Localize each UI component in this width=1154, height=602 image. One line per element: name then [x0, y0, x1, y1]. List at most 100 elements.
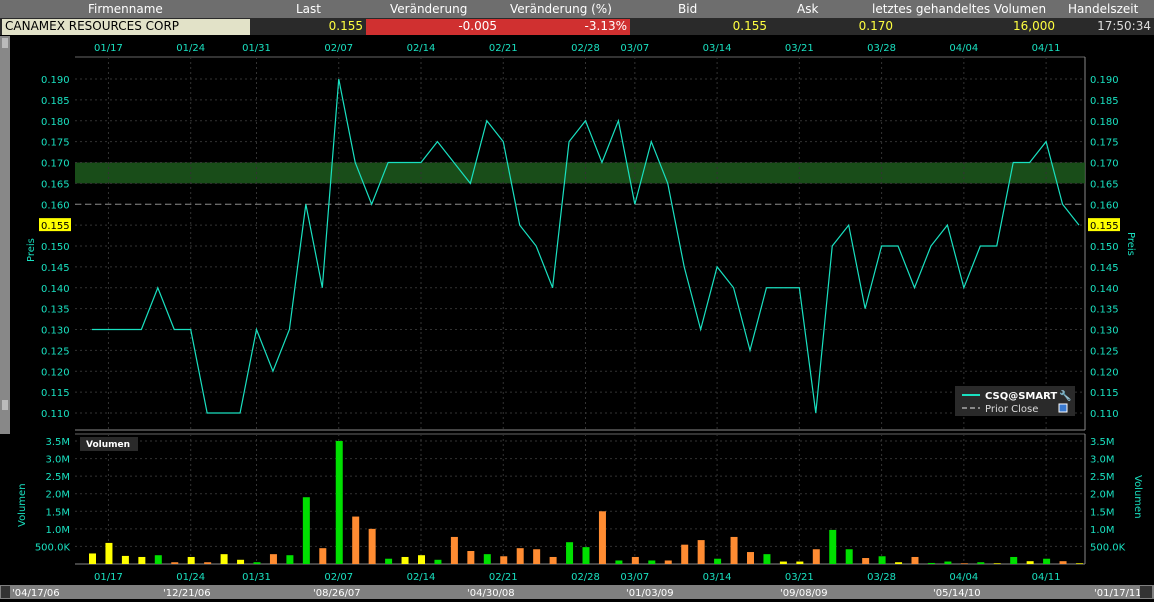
price-axis-label-left: Preis — [26, 238, 37, 262]
volume-bar — [582, 547, 590, 564]
volume-bar — [911, 556, 919, 564]
company-name[interactable]: CANAMEX RESOURCES CORP — [2, 19, 250, 35]
navigator-date-label: '12/21/06 — [163, 588, 211, 599]
price-tick-right: 0.130 — [1090, 326, 1119, 337]
volume-bar — [516, 548, 524, 564]
volume-bar — [220, 554, 228, 564]
navigator-left-handle[interactable] — [1, 586, 10, 598]
volume-bar — [681, 544, 689, 564]
col-bid[interactable]: Bid — [678, 2, 698, 16]
price-tick-right: 0.160 — [1090, 200, 1119, 211]
volume-bar — [450, 536, 458, 564]
col-last[interactable]: Last — [296, 2, 321, 16]
price-tick-left: 0.185 — [41, 96, 70, 107]
volume-bar — [566, 542, 574, 564]
volume-tick-left: 3.0M — [45, 455, 70, 466]
volume-tick-right: 1.0M — [1090, 525, 1115, 536]
volume-axis-label-right: Volumen — [1132, 475, 1143, 519]
time-navigator-scrollbar[interactable] — [0, 585, 1154, 599]
price-tick-right: 0.145 — [1090, 263, 1119, 274]
price-tick-left: 0.135 — [41, 305, 70, 316]
price-line — [92, 78, 1080, 414]
wrench-icon[interactable]: 🔧 — [1059, 389, 1071, 402]
volume-tick-right: 500.0K — [1090, 542, 1126, 553]
volume-bar — [829, 529, 837, 564]
col-ask[interactable]: Ask — [797, 2, 819, 16]
col-firmenname[interactable]: Firmenname — [88, 2, 163, 16]
date-tick-top: 02/14 — [407, 43, 436, 54]
volume-bar — [500, 556, 508, 564]
ask-price: 0.170 — [858, 19, 893, 33]
volume-tick-left: 2.0M — [45, 490, 70, 501]
volume-tick-right: 3.0M — [1090, 455, 1115, 466]
date-tick-top: 01/31 — [242, 43, 271, 54]
scroll-down-icon[interactable] — [2, 400, 8, 410]
date-tick-top: 04/04 — [949, 43, 978, 54]
volume-bar — [927, 562, 935, 564]
highlight-band — [75, 162, 1085, 184]
price-tick-left: 0.165 — [41, 179, 70, 190]
volume-bar — [105, 542, 113, 564]
quote-header: Firmenname Last Veränderung Veränderung … — [0, 0, 1154, 18]
navigator-date-label: '04/30/08 — [467, 588, 515, 599]
navigator-date-label: '04/17/06 — [12, 588, 60, 599]
change-pct: -3.13% — [500, 19, 630, 35]
volume-bar — [812, 549, 820, 564]
price-tick-left: 0.160 — [41, 200, 70, 211]
navigator-date-label: '08/26/07 — [313, 588, 361, 599]
date-tick-top: 03/07 — [620, 43, 649, 54]
date-tick-top: 04/11 — [1032, 43, 1061, 54]
date-tick-bottom: 03/07 — [620, 572, 649, 583]
volume-bar — [895, 562, 903, 564]
volume-bar — [385, 558, 393, 564]
navigator-date-label: '01/17/11 — [1094, 588, 1142, 599]
date-tick-top: 03/28 — [867, 43, 896, 54]
price-tick-left: 0.120 — [41, 367, 70, 378]
volume-bar — [171, 562, 179, 564]
navigator-date-label: '01/03/09 — [626, 588, 674, 599]
legend-prior-close: Prior Close — [985, 404, 1038, 415]
col-time[interactable]: Handelszeit — [1068, 2, 1139, 16]
price-tick-left: 0.170 — [41, 159, 70, 170]
col-volume[interactable]: letztes gehandeltes Volumen — [872, 2, 1047, 16]
volume-bar — [269, 554, 277, 564]
col-change[interactable]: Veränderung — [390, 2, 468, 16]
volume-bar — [434, 559, 442, 564]
volume-bar — [121, 555, 129, 564]
date-tick-bottom: 03/14 — [703, 572, 732, 583]
price-tick-right: 0.150 — [1090, 242, 1119, 253]
navigator-right-handle[interactable] — [1140, 586, 1152, 598]
volume-bar — [1043, 558, 1051, 564]
scroll-up-icon[interactable] — [2, 38, 8, 48]
date-tick-bottom: 02/07 — [324, 572, 353, 583]
quote-row[interactable]: CANAMEX RESOURCES CORP 0.155 -0.005 -3.1… — [0, 18, 1154, 35]
volume-bar — [549, 556, 557, 564]
current-price-label-left-bg — [39, 218, 71, 232]
date-tick-bottom: 02/14 — [407, 572, 436, 583]
price-axis-label-right: Preis — [1125, 232, 1136, 256]
volume-bar — [1076, 563, 1083, 564]
volume-tick-left: 1.0M — [45, 525, 70, 536]
price-tick-right: 0.120 — [1090, 367, 1119, 378]
volume-bar — [352, 516, 360, 564]
date-tick-top: 01/24 — [176, 43, 205, 54]
volume-tick-right: 2.0M — [1090, 490, 1115, 501]
volume-bar — [401, 556, 409, 564]
volume-bar — [779, 561, 787, 564]
date-tick-top: 02/07 — [324, 43, 353, 54]
price-tick-right: 0.110 — [1090, 409, 1119, 420]
date-tick-bottom: 04/11 — [1032, 572, 1061, 583]
prior-close-checkbox[interactable] — [1058, 403, 1068, 413]
volume-bar — [747, 552, 754, 564]
current-price-label-left: 0.155 — [41, 221, 70, 232]
col-change-pct[interactable]: Veränderung (%) — [510, 2, 612, 16]
volume-bar — [960, 563, 968, 564]
volume-bar — [845, 549, 853, 564]
volume-tick-left: 1.5M — [45, 507, 70, 518]
volume-tick-right: 1.5M — [1090, 507, 1115, 518]
navigator-date-label: '05/14/10 — [933, 588, 981, 599]
bid-price: 0.155 — [732, 19, 767, 33]
price-tick-right: 0.140 — [1090, 284, 1119, 295]
vertical-scrollbar[interactable] — [0, 36, 10, 434]
